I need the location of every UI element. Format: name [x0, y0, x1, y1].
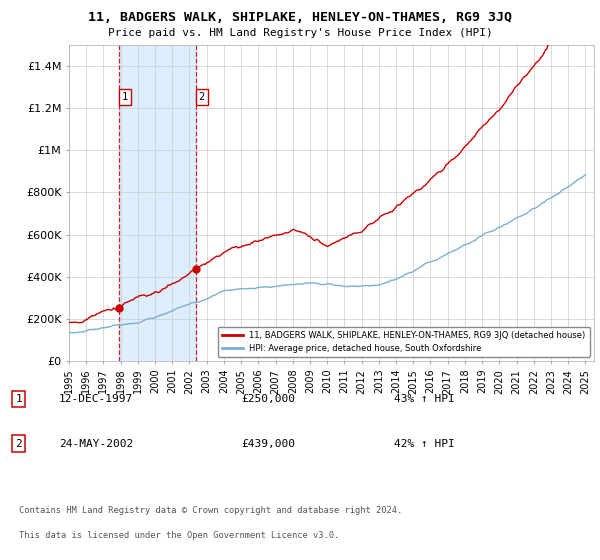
Text: This data is licensed under the Open Government Licence v3.0.: This data is licensed under the Open Gov… — [19, 531, 339, 540]
Text: Contains HM Land Registry data © Crown copyright and database right 2024.: Contains HM Land Registry data © Crown c… — [19, 506, 402, 515]
Text: £250,000: £250,000 — [241, 394, 295, 404]
Text: £439,000: £439,000 — [241, 438, 295, 449]
Text: 43% ↑ HPI: 43% ↑ HPI — [394, 394, 455, 404]
Text: 11, BADGERS WALK, SHIPLAKE, HENLEY-ON-THAMES, RG9 3JQ: 11, BADGERS WALK, SHIPLAKE, HENLEY-ON-TH… — [88, 11, 512, 24]
Text: 2: 2 — [16, 438, 22, 449]
Legend: 11, BADGERS WALK, SHIPLAKE, HENLEY-ON-THAMES, RG9 3JQ (detached house), HPI: Ave: 11, BADGERS WALK, SHIPLAKE, HENLEY-ON-TH… — [218, 326, 590, 357]
Text: 1: 1 — [122, 92, 128, 102]
Text: 24-MAY-2002: 24-MAY-2002 — [59, 438, 133, 449]
Text: Price paid vs. HM Land Registry's House Price Index (HPI): Price paid vs. HM Land Registry's House … — [107, 28, 493, 38]
Text: 42% ↑ HPI: 42% ↑ HPI — [394, 438, 455, 449]
Bar — [119, 45, 196, 361]
Text: 12-DEC-1997: 12-DEC-1997 — [59, 394, 133, 404]
Text: 1: 1 — [16, 394, 22, 404]
Text: 2: 2 — [199, 92, 205, 102]
